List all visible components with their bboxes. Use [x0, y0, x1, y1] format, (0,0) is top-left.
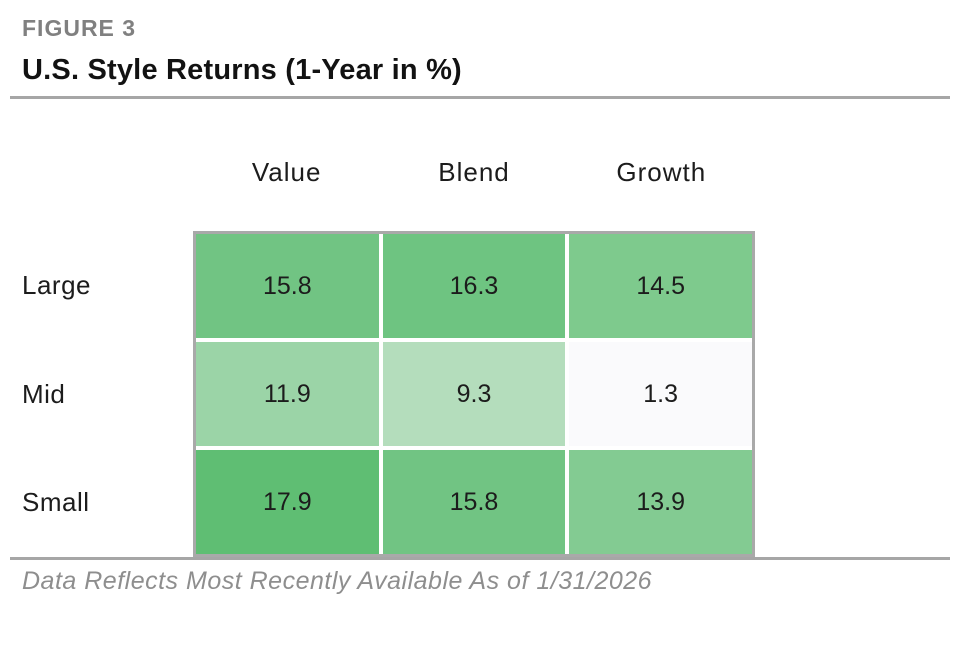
figure-number-label: FIGURE 3: [22, 15, 137, 41]
heatmap-cell-large-growth: 14.5: [569, 234, 752, 338]
heatmap-grid: 15.8 16.3 14.5 11.9 9.3 1.3 17.9 15.8 13…: [193, 231, 755, 557]
column-headers: Value Blend Growth: [193, 157, 755, 188]
style-box-chart: Value Blend Growth Large Mid Small 15.8 …: [0, 99, 962, 557]
title-divider: [10, 96, 950, 99]
footer-divider: [10, 557, 950, 560]
row-label-small: Small: [22, 487, 90, 518]
column-header-blend: Blend: [438, 157, 510, 187]
heatmap-cell-mid-growth: 1.3: [569, 342, 752, 446]
row-labels: Large Mid Small: [22, 231, 182, 557]
column-header-value: Value: [251, 157, 322, 187]
column-header-growth: Growth: [616, 157, 707, 187]
figure-header: FIGURE 3 U.S. Style Returns (1-Year in %…: [0, 0, 962, 87]
row-label-large: Large: [22, 269, 91, 300]
row-label-mid: Mid: [22, 378, 66, 409]
heatmap-cell-large-value: 15.8: [196, 234, 379, 338]
heatmap-cell-large-blend: 16.3: [382, 234, 566, 338]
data-as-of-note: Data Reflects Most Recently Available As…: [22, 567, 653, 595]
page-title: U.S. Style Returns (1-Year in %): [22, 54, 462, 86]
heatmap-cell-small-blend: 15.8: [382, 450, 566, 554]
heatmap-cell-small-value: 17.9: [196, 450, 379, 554]
heatmap-cell-mid-blend: 9.3: [382, 342, 566, 446]
heatmap-cell-mid-value: 11.9: [196, 342, 379, 446]
heatmap-cell-small-growth: 13.9: [569, 450, 752, 554]
